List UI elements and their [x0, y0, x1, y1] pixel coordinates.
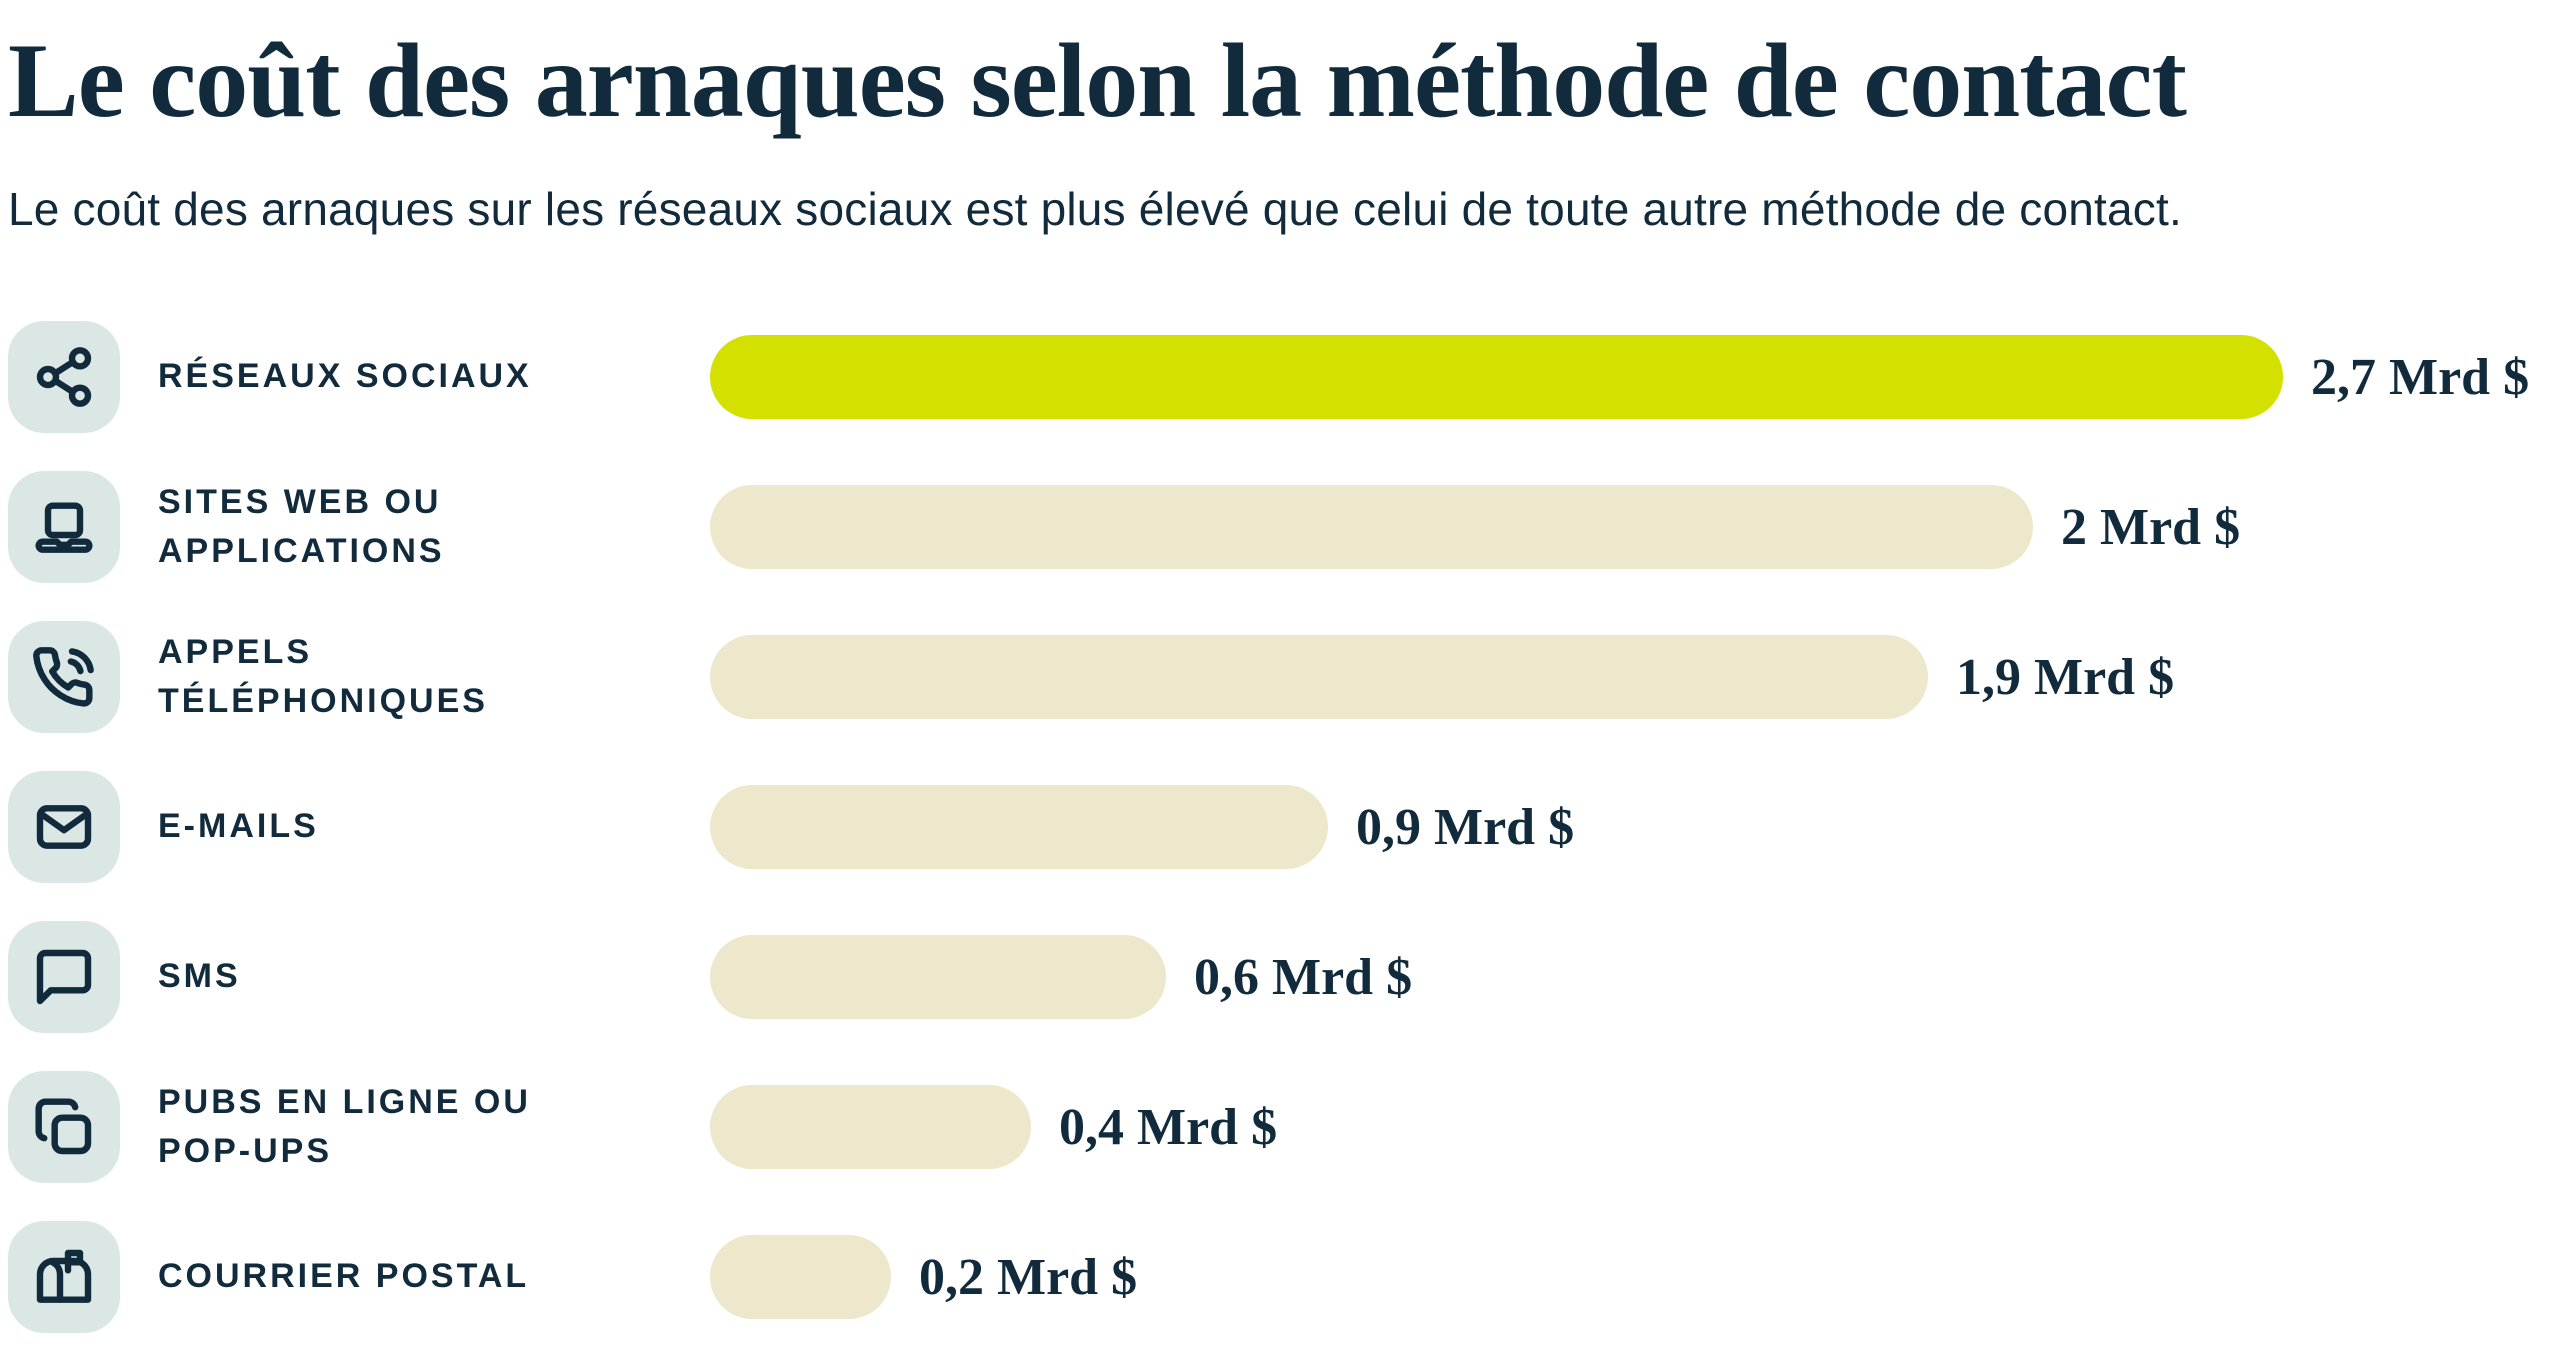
- share-icon: [36, 347, 92, 407]
- chart-row-reseaux-sociaux: RÉSEAUX SOCIAUX 2,7 Mrd $: [8, 302, 2560, 452]
- bar-track: 1,9 Mrd $: [710, 635, 2560, 720]
- value-label: 0,9 Mrd $: [1356, 798, 1575, 856]
- bar-courrier: [710, 1235, 891, 1320]
- bar-track: 2,7 Mrd $: [710, 335, 2560, 420]
- category-label: PUBS EN LIGNE OU POP-UPS: [158, 1082, 531, 1171]
- category-label: APPELS TÉLÉPHONIQUES: [158, 632, 488, 721]
- speech-bubble-icon: [36, 949, 92, 1005]
- bar-sms: [710, 935, 1166, 1020]
- bar-sites-web: [710, 485, 2033, 570]
- icon-chip: [8, 471, 120, 584]
- icon-chip: [8, 621, 120, 734]
- category-label: SITES WEB OU APPLICATIONS: [158, 482, 445, 571]
- chart-row-emails: E-MAILS 0,9 Mrd $: [8, 752, 2560, 902]
- category-label: SMS: [158, 957, 241, 996]
- bar-chart: RÉSEAUX SOCIAUX 2,7 Mrd $ SITES WEB OU A…: [8, 302, 2560, 1352]
- bar-track: 2 Mrd $: [710, 485, 2560, 570]
- phone-call-icon: [33, 647, 94, 707]
- page-subtitle: Le coût des arnaques sur les réseaux soc…: [8, 183, 2182, 236]
- value-label: 2 Mrd $: [2061, 498, 2241, 556]
- icon-chip: [8, 1071, 120, 1184]
- icon-chip: [8, 1221, 120, 1334]
- value-label: 0,2 Mrd $: [919, 1248, 1138, 1306]
- chart-row-sites-web: SITES WEB OU APPLICATIONS 2 Mrd $: [8, 452, 2560, 602]
- value-label: 2,7 Mrd $: [2311, 348, 2530, 406]
- bar-track: 0,2 Mrd $: [710, 1235, 2560, 1320]
- chart-row-pubs: PUBS EN LIGNE OU POP-UPS 0,4 Mrd $: [8, 1052, 2560, 1202]
- category-label: COURRIER POSTAL: [158, 1257, 530, 1296]
- bar-track: 0,6 Mrd $: [710, 935, 2560, 1020]
- copy-icon: [35, 1098, 92, 1155]
- bar-track: 0,4 Mrd $: [710, 1085, 2560, 1170]
- bar-reseaux-sociaux: [710, 335, 2283, 420]
- icon-chip: [8, 321, 120, 434]
- category-label: E-MAILS: [158, 807, 319, 846]
- value-label: 1,9 Mrd $: [1956, 648, 2175, 706]
- icon-chip: [8, 771, 120, 884]
- icon-chip: [8, 921, 120, 1034]
- bar-emails: [710, 785, 1328, 870]
- chart-row-appels: APPELS TÉLÉPHONIQUES 1,9 Mrd $: [8, 602, 2560, 752]
- chart-row-sms: SMS 0,6 Mrd $: [8, 902, 2560, 1052]
- bar-pubs: [710, 1085, 1031, 1170]
- page-title: Le coût des arnaques selon la méthode de…: [8, 22, 2187, 139]
- value-label: 0,4 Mrd $: [1059, 1098, 1278, 1156]
- laptop-icon: [35, 502, 93, 553]
- bar-track: 0,9 Mrd $: [710, 785, 2560, 870]
- value-label: 0,6 Mrd $: [1194, 948, 1413, 1006]
- mailbox-icon: [36, 1249, 92, 1303]
- category-label: RÉSEAUX SOCIAUX: [158, 357, 532, 396]
- chart-row-courrier: COURRIER POSTAL 0,2 Mrd $: [8, 1202, 2560, 1352]
- bar-appels: [710, 635, 1928, 720]
- mail-icon: [36, 805, 92, 849]
